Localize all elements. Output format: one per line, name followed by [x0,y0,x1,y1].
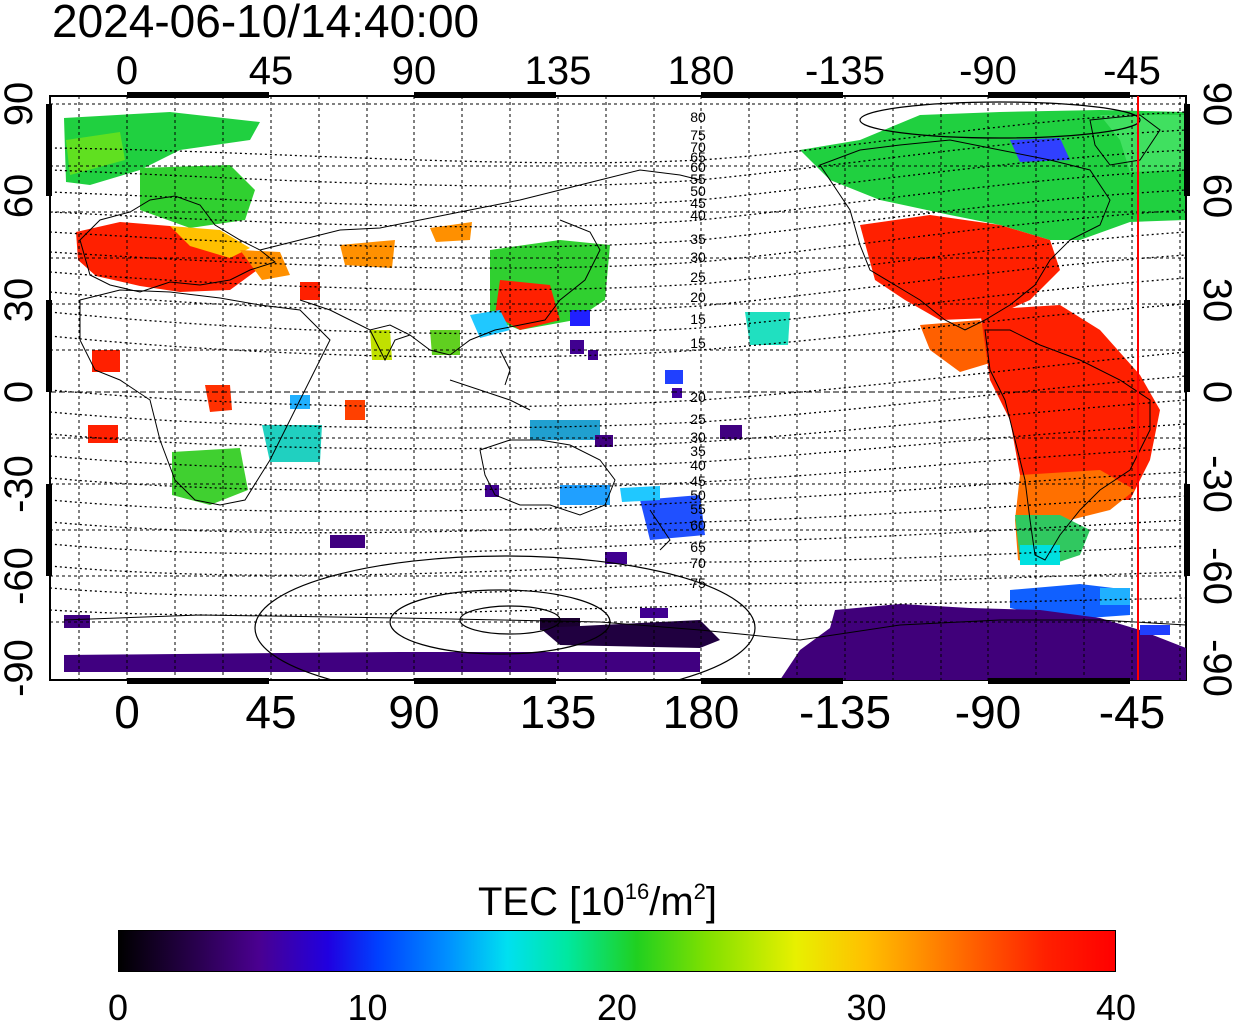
contour-label: 70 [690,139,706,155]
contour-label: 65 [690,539,706,555]
top-lon-tick-label: 90 [392,49,437,93]
contour-label: 60 [690,517,706,533]
contour-label: 75 [690,575,706,591]
contour-label: 75 [690,127,706,143]
colorbar [118,930,1116,972]
contour-label: 60 [690,159,706,175]
contour-label: 45 [690,473,706,489]
contour-label: 20 [690,389,706,405]
contour-label: 80 [690,109,706,125]
bottom-lon-tick-label: 0 [114,686,140,738]
contour-label: 55 [690,171,706,187]
bottom-longitude-ticks: 0 45 90 135 180 -135 -90 -45 [114,686,1165,738]
bottom-lon-tick-label: 45 [245,686,296,738]
right-lat-tick-label: -90 [1195,639,1235,697]
top-lon-tick-label: -135 [805,49,885,93]
right-lat-tick-label: -60 [1195,547,1235,605]
frame-ticks [46,92,1190,684]
bottom-lon-tick-label: 90 [388,686,439,738]
top-lon-tick-label: -90 [959,49,1017,93]
top-lon-tick-label: -45 [1103,49,1161,93]
contour-label: 30 [690,429,706,445]
colorbar-tick-label: 10 [347,987,388,1028]
right-lat-tick-label: 90 [1195,82,1235,127]
left-lat-tick-label: -30 [0,455,41,513]
right-lat-tick-label: -30 [1195,455,1235,513]
top-lon-tick-label: 45 [249,49,294,93]
contour-label: 15 [690,311,706,327]
top-longitude-ticks: 0 45 90 135 180 -135 -90 -45 [116,49,1161,93]
contour-label: 25 [690,269,706,285]
contour-label: 15 [690,335,706,351]
contour-label: 55 [690,501,706,517]
right-lat-tick-label: 30 [1195,278,1235,323]
bottom-lon-tick-label: -45 [1099,686,1165,738]
contour-label: 35 [690,231,706,247]
left-lat-tick-label: 60 [0,174,41,219]
map-content [50,96,1186,680]
contour-label: 70 [690,555,706,571]
contour-labels: 8075706560555045403530252015152025303540… [690,109,706,591]
colorbar-title-suffix: ] [705,880,718,924]
right-latitude-ticks: 90 60 30 0 -30 -60 -90 [1195,82,1235,697]
colorbar-title-exponent: 16 [624,879,650,904]
contour-label: 25 [690,411,706,427]
colorbar-tick-label: 0 [107,987,129,1028]
contour-label: 50 [690,183,706,199]
contour-label: 65 [690,149,706,165]
bottom-lon-tick-label: 180 [663,686,740,738]
colorbar-tick-label: 30 [846,987,887,1028]
bottom-lon-tick-label: -90 [955,686,1021,738]
contour-label: 35 [690,443,706,459]
colorbar-title-unit-exponent: 2 [693,879,706,904]
south-pole-contours [254,101,1141,680]
colorbar-title-prefix: TEC [10 [478,880,625,924]
left-lat-tick-label: 30 [0,278,41,323]
left-latitude-ticks: 90 60 30 0 -30 -60 -90 [0,82,41,697]
colorbar-tick-label: 20 [596,987,638,1028]
bottom-lon-tick-label: -135 [799,686,891,738]
right-lat-tick-label: 60 [1195,174,1235,219]
colorbar-tick-label: 40 [1095,987,1137,1028]
left-lat-tick-label: 90 [0,82,41,127]
contour-label: 40 [690,457,706,473]
bottom-lon-tick-label: 135 [520,686,597,738]
colorbar-title: TEC [1016/m2] [478,868,717,926]
timestamp-title: 2024-06-10/14:40:00 [52,0,480,47]
right-lat-tick-label: 0 [1195,381,1235,403]
contour-label: 45 [690,195,706,211]
top-lon-tick-label: 0 [116,49,138,93]
left-lat-tick-label: -90 [0,639,41,697]
contour-label: 50 [690,487,706,503]
contour-label: 20 [690,289,706,305]
top-lon-tick-label: 135 [525,49,592,93]
top-lon-tick-label: 180 [668,49,735,93]
left-lat-tick-label: -60 [0,547,41,605]
colorbar-title-unit: /m [649,880,694,924]
contour-label: 30 [690,249,706,265]
left-lat-tick-label: 0 [0,381,41,403]
coastlines [63,114,1186,641]
contour-label: 40 [690,207,706,223]
